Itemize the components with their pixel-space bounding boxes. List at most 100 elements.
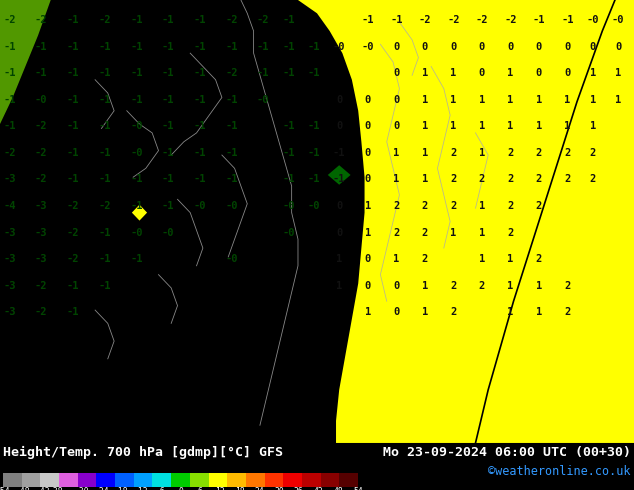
Text: 2: 2 [507, 201, 514, 211]
Text: -0: -0 [361, 42, 374, 51]
Bar [115, 473, 134, 487]
Text: 1: 1 [422, 307, 428, 318]
Text: -30: -30 [75, 488, 89, 490]
Text: -2: -2 [3, 148, 16, 158]
Text: -1: -1 [307, 68, 320, 78]
Text: 1: 1 [336, 281, 342, 291]
Text: 0: 0 [536, 68, 542, 78]
Text: -1: -1 [98, 227, 111, 238]
Text: 2: 2 [590, 174, 596, 184]
Text: -0: -0 [225, 201, 238, 211]
Text: -1: -1 [98, 254, 111, 264]
Text: -2: -2 [447, 15, 460, 25]
Text: 2: 2 [536, 148, 542, 158]
Text: -3: -3 [35, 201, 48, 211]
Text: -24: -24 [94, 488, 109, 490]
Text: -2: -2 [504, 15, 517, 25]
Text: 2: 2 [507, 227, 514, 238]
Text: -1: -1 [98, 281, 111, 291]
Bar [22, 473, 41, 487]
Text: 1: 1 [536, 95, 542, 105]
Text: 1: 1 [507, 121, 514, 131]
Bar [171, 473, 190, 487]
Text: -1: -1 [67, 281, 79, 291]
Text: -1: -1 [130, 15, 143, 25]
Text: 12: 12 [215, 488, 225, 490]
Text: 1: 1 [590, 95, 596, 105]
Text: 1: 1 [479, 227, 485, 238]
Polygon shape [132, 205, 147, 220]
Text: 2: 2 [450, 148, 456, 158]
Text: -1: -1 [193, 68, 206, 78]
Text: -3: -3 [3, 307, 16, 318]
Text: -1: -1 [130, 174, 143, 184]
Text: 2: 2 [422, 254, 428, 264]
Text: 1: 1 [450, 121, 456, 131]
Text: 0: 0 [393, 121, 399, 131]
Text: -2: -2 [476, 15, 488, 25]
Text: 2: 2 [536, 174, 542, 184]
Bar [339, 473, 358, 487]
Bar [3, 473, 22, 487]
Text: 0: 0 [336, 201, 342, 211]
Text: -1: -1 [225, 42, 238, 51]
Text: -1: -1 [162, 201, 174, 211]
Text: -1: -1 [225, 148, 238, 158]
Text: 1: 1 [393, 174, 399, 184]
Text: 0: 0 [336, 95, 342, 105]
Text: -1: -1 [98, 174, 111, 184]
Text: 0: 0 [336, 227, 342, 238]
Text: -1: -1 [561, 15, 574, 25]
Text: 1: 1 [536, 307, 542, 318]
Text: -2: -2 [35, 15, 48, 25]
Text: 1: 1 [564, 121, 571, 131]
Text: 1: 1 [393, 254, 399, 264]
Text: -1: -1 [130, 95, 143, 105]
Text: -1: -1 [193, 42, 206, 51]
Text: 0: 0 [365, 95, 371, 105]
Text: -1: -1 [67, 174, 79, 184]
Text: -1: -1 [162, 95, 174, 105]
Text: -1: -1 [333, 148, 346, 158]
Bar [59, 473, 78, 487]
Text: 0: 0 [365, 121, 371, 131]
Text: 0: 0 [479, 68, 485, 78]
Text: -1: -1 [162, 148, 174, 158]
Text: -2: -2 [35, 307, 48, 318]
Text: -1: -1 [3, 68, 16, 78]
Text: ©weatheronline.co.uk: ©weatheronline.co.uk [489, 465, 631, 478]
Text: 1: 1 [479, 121, 485, 131]
Bar [152, 473, 171, 487]
Text: 1: 1 [393, 148, 399, 158]
Text: -1: -1 [225, 95, 238, 105]
Text: -0: -0 [130, 121, 143, 131]
Text: 1: 1 [507, 307, 514, 318]
Text: -1: -1 [333, 174, 346, 184]
Text: -0: -0 [193, 201, 206, 211]
Text: -54: -54 [0, 488, 10, 490]
Text: 2: 2 [422, 227, 428, 238]
Text: -3: -3 [3, 227, 16, 238]
Text: -1: -1 [282, 148, 295, 158]
Text: -1: -1 [533, 15, 545, 25]
Text: -1: -1 [193, 95, 206, 105]
Text: 0: 0 [450, 42, 456, 51]
Text: -1: -1 [98, 121, 111, 131]
Text: -1: -1 [35, 68, 48, 78]
Text: -1: -1 [257, 42, 269, 51]
Text: -1: -1 [35, 42, 48, 51]
Text: -1: -1 [130, 68, 143, 78]
Text: 2: 2 [450, 281, 456, 291]
Text: 0: 0 [393, 281, 399, 291]
Text: -0: -0 [282, 201, 295, 211]
Text: -2: -2 [225, 15, 238, 25]
Text: -1: -1 [390, 15, 403, 25]
Polygon shape [328, 165, 351, 185]
Text: -42: -42 [35, 488, 49, 490]
Text: 1: 1 [536, 281, 542, 291]
Text: 0: 0 [393, 42, 399, 51]
Text: 2: 2 [564, 281, 571, 291]
Text: -1: -1 [130, 201, 143, 211]
Text: -2: -2 [35, 148, 48, 158]
Text: Mo 23-09-2024 06:00 UTC (00+30): Mo 23-09-2024 06:00 UTC (00+30) [383, 446, 631, 459]
